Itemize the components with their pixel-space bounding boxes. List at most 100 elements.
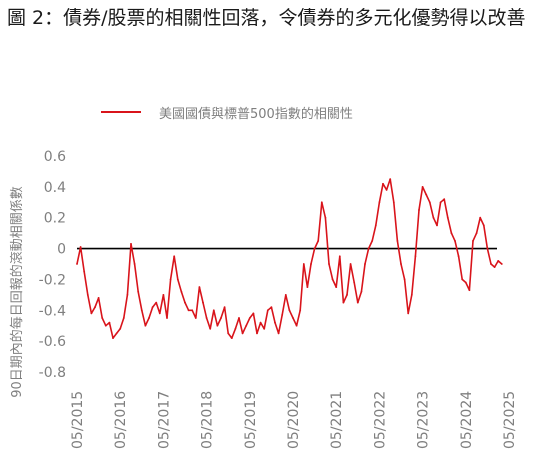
y-tick-label: -0.8	[39, 365, 66, 381]
data-point	[94, 306, 96, 309]
data-point	[461, 278, 464, 281]
data-point	[104, 324, 107, 327]
data-point	[220, 317, 222, 319]
data-point	[234, 327, 237, 330]
data-point	[216, 324, 219, 327]
data-point	[310, 263, 312, 265]
data-point	[475, 232, 478, 235]
data-point	[356, 301, 359, 304]
data-point	[378, 201, 381, 204]
data-point	[295, 324, 298, 327]
x-tick-label: 05/2021	[329, 391, 345, 449]
data-point	[403, 278, 406, 281]
data-point	[191, 309, 194, 312]
x-tick-label: 05/2018	[200, 391, 216, 449]
data-point	[288, 309, 291, 312]
data-point	[389, 178, 392, 181]
data-point	[180, 290, 183, 293]
data-point	[335, 286, 338, 288]
data-point	[418, 209, 420, 211]
data-point	[281, 314, 284, 316]
x-tick-label: 05/2024	[459, 391, 475, 449]
data-point	[364, 263, 366, 265]
data-point	[259, 321, 262, 324]
data-point	[101, 317, 104, 319]
data-point	[209, 327, 212, 330]
data-point	[421, 186, 424, 188]
data-point	[446, 216, 449, 219]
data-point	[338, 255, 341, 258]
data-point	[284, 294, 287, 296]
data-point	[108, 321, 111, 324]
x-tick-label: 05/2020	[286, 391, 302, 449]
data-point	[119, 327, 122, 330]
y-tick-label: 0.6	[44, 149, 66, 165]
data-point	[205, 317, 208, 319]
data-point	[126, 294, 129, 296]
y-tick-label: -0.2	[39, 272, 66, 288]
data-point	[486, 247, 489, 250]
data-point	[194, 317, 197, 319]
data-point	[299, 309, 302, 312]
y-tick-label: 0.4	[44, 180, 66, 196]
data-point	[248, 317, 251, 319]
data-point	[306, 286, 309, 288]
data-point	[464, 281, 467, 284]
data-point	[212, 309, 215, 312]
data-point	[130, 243, 132, 245]
data-point	[184, 301, 186, 304]
data-point	[274, 321, 276, 324]
x-tick-label: 05/2022	[372, 391, 388, 449]
data-point	[144, 324, 147, 327]
data-point	[324, 216, 327, 219]
data-point	[176, 278, 179, 281]
data-point	[328, 263, 330, 265]
data-point	[493, 266, 496, 268]
data-point	[263, 327, 266, 330]
y-tick-label: -0.4	[39, 303, 66, 319]
data-point	[270, 306, 273, 309]
data-point	[158, 312, 161, 315]
data-points	[76, 178, 503, 339]
data-point	[169, 278, 172, 281]
data-point	[162, 294, 165, 296]
x-tick-label: 05/2025	[502, 391, 518, 449]
data-point	[414, 255, 417, 258]
data-point	[173, 255, 176, 258]
data-point	[112, 337, 114, 339]
data-point	[256, 332, 258, 335]
data-point	[266, 309, 269, 312]
data-point	[468, 289, 471, 292]
data-point	[367, 247, 370, 250]
data-point	[490, 263, 492, 265]
data-point	[230, 337, 233, 339]
y-tick-labels: 0.6 0.4 0.2 0 -0.2 -0.4 -0.6 -0.8	[39, 149, 66, 381]
data-point	[187, 309, 190, 312]
data-point	[342, 301, 345, 304]
x-tick-labels: 05/2015 05/2016 05/2017 05/2018 05/2019 05/20…	[70, 391, 518, 449]
data-point	[346, 294, 348, 296]
data-point	[371, 240, 374, 242]
data-point	[90, 312, 93, 315]
data-point	[432, 216, 435, 219]
data-point	[292, 317, 294, 319]
data-point	[436, 224, 438, 227]
data-point	[83, 270, 86, 273]
data-point	[374, 224, 377, 227]
figure-title: 圖 2：債券/股票的相關性回落，令債券的多元化優勢得以改善	[7, 7, 526, 29]
data-point	[360, 290, 363, 293]
data-point	[407, 312, 410, 315]
data-point	[155, 301, 158, 304]
data-point	[245, 324, 248, 327]
data-point	[454, 240, 456, 242]
data-point	[317, 240, 320, 242]
data-point	[241, 332, 244, 335]
data-point	[472, 240, 474, 242]
data-point	[238, 317, 240, 319]
data-point	[122, 317, 125, 319]
data-point	[500, 263, 503, 265]
legend-label: 美國國債與標普500指數的相關性	[159, 106, 353, 122]
data-point	[392, 201, 395, 204]
data-point	[115, 332, 118, 335]
